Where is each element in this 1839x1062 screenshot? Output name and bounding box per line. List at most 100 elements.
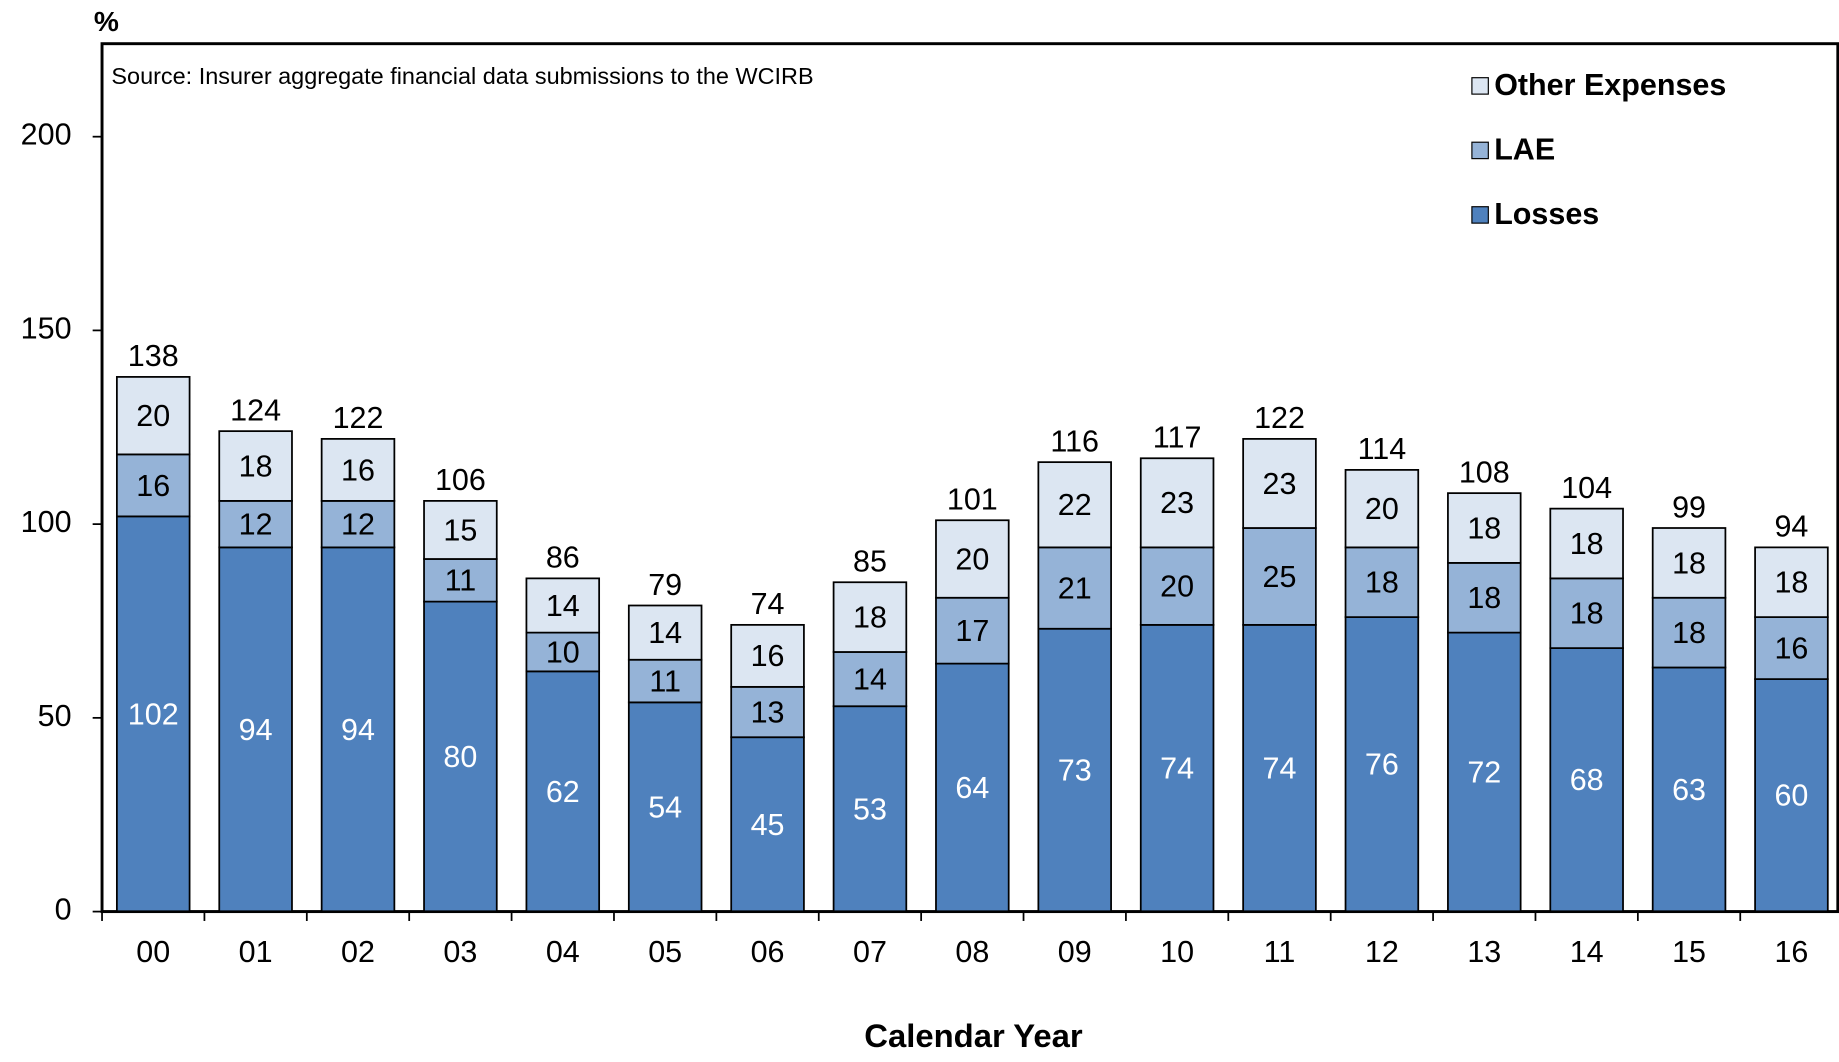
data-label: 21 [1058, 571, 1092, 605]
total-label: 85 [853, 545, 887, 579]
total-label: 101 [947, 483, 998, 517]
total-label: 117 [1153, 421, 1202, 455]
bar-segment [1754, 546, 1829, 618]
bar-segment [1344, 546, 1420, 618]
data-label: 102 [128, 697, 179, 731]
x-tick-label: 16 [1774, 935, 1808, 969]
total-label: 79 [648, 568, 682, 602]
data-label: 74 [1160, 752, 1194, 786]
bar-segment [1447, 631, 1522, 913]
data-label: 16 [341, 453, 375, 487]
data-label: 72 [1467, 755, 1501, 789]
data-label: 64 [955, 771, 989, 805]
bar-segment [730, 623, 805, 688]
x-tick-label: 09 [1058, 935, 1092, 969]
total-label: 138 [128, 339, 179, 373]
bar-segment [1139, 457, 1215, 549]
data-label: 18 [1672, 546, 1706, 580]
bar-segment [1344, 469, 1420, 549]
data-label: 73 [1058, 754, 1092, 788]
bar-segment [730, 685, 805, 739]
legend-label: LAE [1494, 133, 1555, 167]
total-label: 99 [1672, 490, 1706, 524]
bar-segment [218, 546, 293, 913]
x-tick-label: 13 [1467, 935, 1501, 969]
bar-segment [525, 670, 601, 913]
legend-swatch [1471, 206, 1489, 224]
bar-segment [832, 581, 908, 653]
data-label: 80 [443, 740, 477, 774]
bar-segment [320, 438, 396, 502]
bar-segment [1037, 546, 1112, 630]
bar-segment [627, 701, 703, 913]
data-label: 18 [1365, 566, 1399, 600]
data-label: 18 [1774, 566, 1808, 600]
x-tick-label: 03 [443, 935, 477, 969]
legend-swatch [1471, 141, 1489, 160]
bar-segment [1549, 647, 1624, 913]
bar-segment [115, 376, 191, 456]
y-tick-label: 0 [55, 893, 72, 927]
bar-segment [1754, 616, 1829, 680]
bar-segment [627, 658, 703, 704]
data-label: 62 [546, 775, 580, 809]
bar-segment [1651, 527, 1727, 599]
y-axis-label: % [94, 6, 119, 37]
bar-segment [1651, 666, 1727, 913]
bar-segment [1754, 678, 1829, 913]
bar-segment [935, 519, 1010, 599]
data-label: 68 [1570, 763, 1604, 797]
x-axis-label: Calendar Year [864, 1017, 1083, 1054]
data-label: 45 [751, 808, 785, 842]
x-tick-label: 04 [546, 935, 580, 969]
data-label: 23 [1263, 467, 1297, 501]
data-label: 18 [239, 449, 273, 483]
data-label: 94 [341, 713, 375, 747]
total-label: 94 [1774, 510, 1808, 544]
data-label: 54 [648, 790, 682, 824]
data-label: 20 [1160, 570, 1194, 604]
bar-segment [1242, 438, 1317, 529]
data-label: 14 [546, 589, 580, 623]
total-label: 114 [1358, 432, 1407, 466]
bar-segment [115, 453, 191, 518]
x-tick-label: 11 [1264, 935, 1296, 969]
total-label: 116 [1050, 424, 1099, 458]
legend-label: Losses [1494, 197, 1599, 231]
legend-label: Other Expenses [1494, 68, 1726, 102]
bar-segment [525, 631, 601, 673]
bar-segment [1139, 546, 1215, 626]
legend-swatch [1471, 77, 1489, 95]
bar-segment [423, 500, 498, 560]
total-label: 122 [333, 401, 384, 435]
x-tick-label: 01 [239, 935, 273, 969]
bar-segment [1242, 623, 1317, 913]
x-tick-label: 02 [341, 935, 375, 969]
x-tick-label: 00 [136, 935, 170, 969]
total-label: 74 [751, 587, 785, 621]
data-label: 94 [239, 713, 273, 747]
bar-segment [1549, 507, 1624, 580]
data-label: 11 [649, 664, 681, 698]
bar-segment [935, 596, 1010, 665]
data-label: 16 [751, 639, 785, 673]
data-label: 16 [1774, 632, 1808, 666]
data-label: 12 [239, 508, 273, 542]
bar-segment [320, 500, 396, 549]
bar-segment [1037, 627, 1112, 913]
x-tick-label: 14 [1570, 935, 1604, 969]
data-label: 20 [955, 542, 989, 576]
data-label: 20 [136, 399, 170, 433]
data-label: 14 [648, 616, 682, 650]
data-label: 13 [751, 695, 785, 729]
x-tick-label: 15 [1672, 935, 1706, 969]
total-label: 108 [1459, 455, 1510, 489]
y-tick-label: 50 [38, 699, 72, 733]
source-note: Source: Insurer aggregate financial data… [111, 63, 813, 89]
data-label: 17 [955, 614, 989, 648]
bar-segment [218, 430, 293, 502]
data-label: 18 [1570, 527, 1604, 561]
data-label: 16 [136, 469, 170, 503]
